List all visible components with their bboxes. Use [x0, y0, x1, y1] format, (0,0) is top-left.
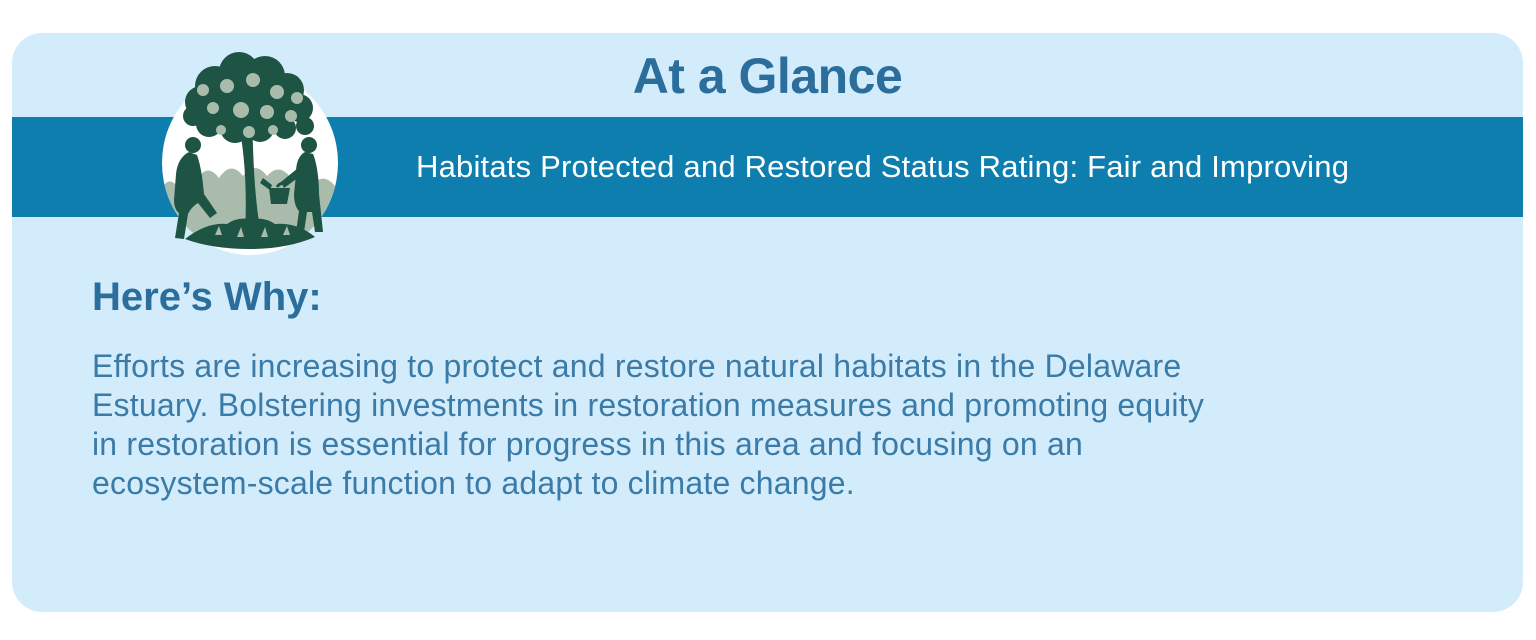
body-line: ecosystem-scale function to adapt to cli…	[92, 465, 855, 501]
body-paragraph: Efforts are increasing to protect and re…	[92, 347, 1204, 503]
body-line: Estuary. Bolstering investments in resto…	[92, 387, 1205, 423]
heres-why-heading: Here’s Why:	[92, 275, 322, 319]
at-a-glance-card: At a Glance Habitats Protected and Resto…	[12, 33, 1523, 612]
page-title: At a Glance	[632, 48, 903, 104]
body-line: Efforts are increasing to protect and re…	[92, 348, 1182, 384]
tree-planting-people-logo-icon	[157, 42, 347, 260]
body-line: in restoration is essential for progress…	[92, 426, 1083, 462]
status-banner-label: Habitats Protected and Restored Status R…	[416, 149, 1350, 184]
